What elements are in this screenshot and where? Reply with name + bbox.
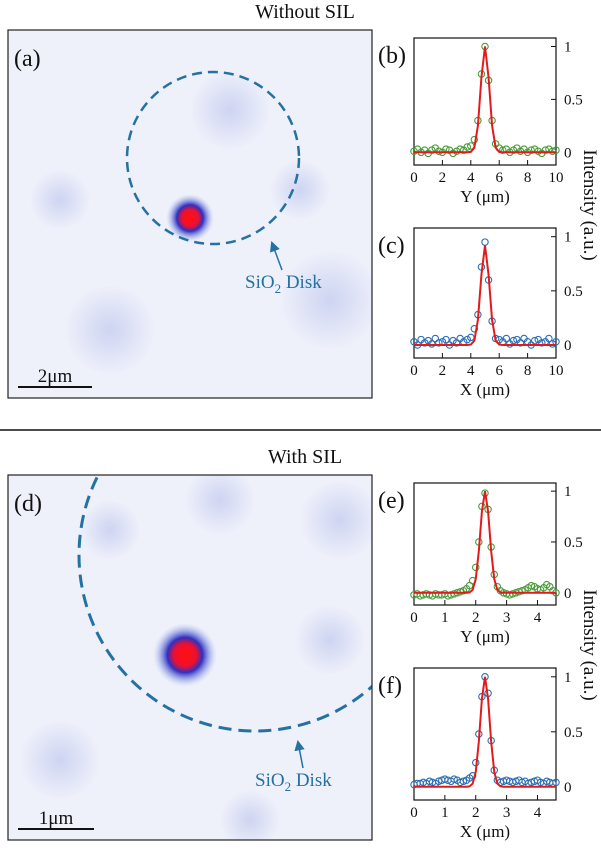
data-point <box>435 147 443 155</box>
y-tick-label: 0.5 <box>564 535 583 551</box>
image-frame <box>7 29 373 399</box>
y-tick-label: 0 <box>564 145 572 161</box>
annotation-sub: 2 <box>275 281 282 296</box>
panel-label: (a) <box>14 46 41 72</box>
y-tick-label: 1 <box>564 484 572 500</box>
x-axis-title: Y (μm) <box>460 627 510 646</box>
annotation-text: Disk <box>281 272 322 293</box>
y-axis-title: Intensity (a.u.) <box>579 149 600 260</box>
plot-frame <box>413 482 557 606</box>
data-point <box>456 588 465 596</box>
data-point <box>431 334 440 343</box>
data-point <box>548 147 557 155</box>
x-tick-label: 2 <box>472 805 480 821</box>
x-tick-label: 10 <box>549 363 564 379</box>
fit-line <box>414 676 556 788</box>
data-point <box>498 146 507 154</box>
x-tick-label: 3 <box>503 610 511 626</box>
x-tick-label: 0 <box>410 363 418 379</box>
y-axis-title: Intensity (a.u.) <box>579 589 600 700</box>
x-tick-label: 2 <box>472 610 480 626</box>
x-tick-label: 8 <box>524 170 532 186</box>
y-tick-label: 1 <box>564 39 572 55</box>
x-tick-label: 8 <box>524 363 532 379</box>
image-a <box>8 30 372 398</box>
y-tick-label: 0.5 <box>564 92 583 108</box>
data-point <box>518 587 526 595</box>
annotation-text: SiO <box>245 272 275 293</box>
data-point <box>552 778 560 787</box>
plot-frame <box>413 37 557 166</box>
y-tick-label: 1 <box>564 670 572 686</box>
section-title: With SIL <box>268 446 342 468</box>
x-tick-label: 2 <box>439 363 447 379</box>
x-axis-title: X (μm) <box>460 822 510 841</box>
fit-line <box>414 46 556 154</box>
image-frame <box>7 474 373 841</box>
x-tick-label: 1 <box>441 805 449 821</box>
annotation: SiO2 Disk <box>245 272 322 296</box>
data-point <box>435 339 443 347</box>
x-tick-label: 2 <box>439 170 447 186</box>
data-point <box>538 339 546 347</box>
annotation: SiO2 Disk <box>255 770 332 794</box>
panel-label: (e) <box>378 488 405 514</box>
x-tick-label: 4 <box>534 610 542 626</box>
data-point <box>470 324 479 333</box>
y-tick-label: 0 <box>564 780 572 796</box>
section-title: Without SIL <box>255 1 355 23</box>
x-axis-title: Y (μm) <box>460 187 510 206</box>
panel-label: (d) <box>14 491 42 517</box>
x-tick-label: 1 <box>441 610 449 626</box>
data-point <box>502 334 511 343</box>
data-point <box>530 336 539 345</box>
annotation-text: SiO <box>255 770 285 791</box>
x-tick-label: 3 <box>503 805 511 821</box>
x-tick-label: 6 <box>495 170 503 186</box>
data-point <box>541 146 550 154</box>
x-tick-label: 4 <box>467 170 475 186</box>
x-tick-label: 0 <box>410 170 418 186</box>
x-axis-title: X (μm) <box>460 380 510 399</box>
y-tick-label: 0 <box>564 338 572 354</box>
annotation-sub: 2 <box>285 779 292 794</box>
x-tick-label: 4 <box>534 805 542 821</box>
data-point <box>552 146 560 154</box>
data-point <box>509 336 518 345</box>
panel-label: (c) <box>378 233 405 259</box>
y-tick-label: 0.5 <box>564 284 583 300</box>
x-tick-label: 4 <box>467 363 475 379</box>
x-tick-label: 10 <box>549 170 564 186</box>
x-tick-label: 0 <box>410 805 418 821</box>
annotation-text: Disk <box>291 770 332 791</box>
arrow <box>294 739 305 769</box>
data-point <box>463 143 471 151</box>
arrow <box>269 241 283 271</box>
panel-label: (b) <box>378 43 406 69</box>
data-point <box>442 335 450 344</box>
data-point <box>545 334 553 343</box>
x-tick-label: 0 <box>410 610 418 626</box>
y-tick-label: 0 <box>564 586 572 602</box>
data-point <box>527 581 536 590</box>
data-point <box>427 340 436 348</box>
data-point <box>527 146 535 154</box>
plot-frame <box>413 667 557 801</box>
data-point <box>468 772 477 780</box>
scale-bar-label: 1μm <box>39 808 74 829</box>
x-tick-label: 6 <box>495 363 503 379</box>
y-tick-label: 0.5 <box>564 725 583 741</box>
image-d <box>8 475 372 840</box>
fit-line <box>414 245 556 346</box>
scale-bar-label: 2μm <box>38 366 73 387</box>
data-point <box>481 238 489 246</box>
plot-frame <box>413 227 557 359</box>
panel-label: (f) <box>378 673 402 699</box>
y-tick-label: 1 <box>564 230 572 246</box>
fit-line <box>414 490 556 594</box>
